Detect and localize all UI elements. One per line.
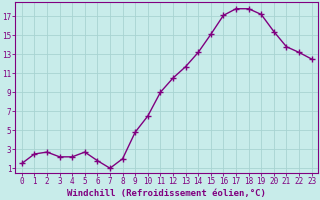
X-axis label: Windchill (Refroidissement éolien,°C): Windchill (Refroidissement éolien,°C) [67,189,266,198]
